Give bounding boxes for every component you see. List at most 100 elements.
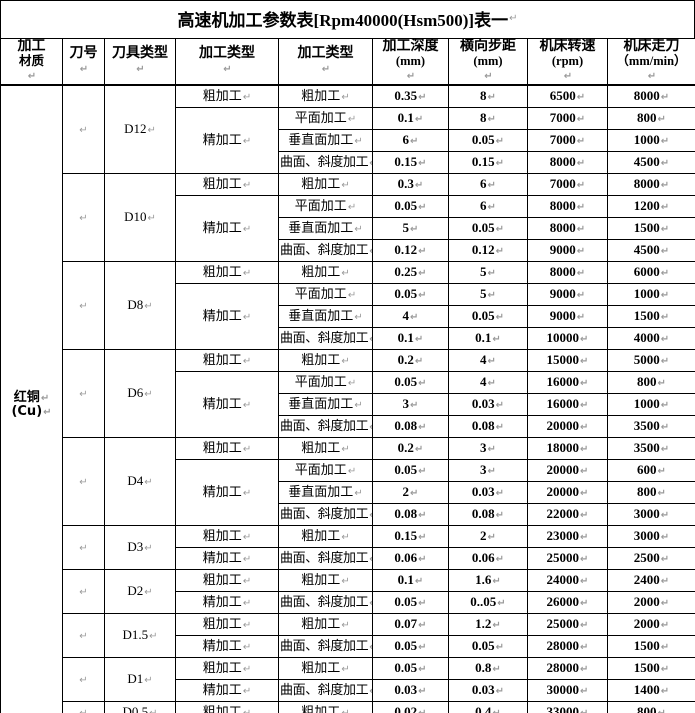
pilcrow-mark: ↵ bbox=[576, 312, 586, 324]
feed-rate-cell: 800↵ bbox=[607, 481, 695, 505]
cut-depth-cell-text: 0.1 bbox=[397, 330, 414, 346]
step-over-cell: 5↵ bbox=[448, 283, 528, 307]
column-header-cut-depth: 加工深度 (mm) ↵ bbox=[372, 38, 449, 87]
pilcrow-mark: ↵ bbox=[369, 334, 371, 345]
step-over-cell: 0.05↵ bbox=[448, 217, 528, 241]
pilcrow-mark: ↵ bbox=[414, 334, 424, 346]
tool-type-cell-text: D10 bbox=[124, 209, 147, 225]
cut-depth-cell-text: 0.15 bbox=[394, 154, 418, 170]
pilcrow-mark: ↵ bbox=[242, 135, 252, 147]
cut-depth-cell-text: 0.07 bbox=[394, 616, 418, 632]
step-over-cell-text: 0.05 bbox=[471, 220, 495, 236]
pilcrow-mark: ↵ bbox=[576, 180, 586, 192]
step-over-cell: 8↵ bbox=[448, 107, 528, 131]
operation-cell-text: 精加工 bbox=[202, 220, 242, 236]
cut-depth-cell-text: 0.1 bbox=[397, 572, 414, 588]
knife-number-cell: ↵ bbox=[62, 701, 105, 713]
tool-type-cell: D4↵ bbox=[104, 437, 176, 527]
operation-detail-cell-text: 粗加工 bbox=[301, 176, 341, 192]
column-header-unit: 材质 bbox=[18, 54, 44, 69]
step-over-cell-text: 0.08 bbox=[471, 506, 495, 522]
cut-depth-cell: 0.06↵ bbox=[372, 547, 449, 571]
cut-depth-cell-text: 0.08 bbox=[394, 418, 418, 434]
spindle-speed-cell: 20000↵ bbox=[527, 415, 608, 439]
feed-rate-cell: 1500↵ bbox=[607, 657, 695, 681]
feed-rate-cell: 1200↵ bbox=[607, 195, 695, 219]
pilcrow-mark: ↵ bbox=[580, 686, 589, 698]
spindle-speed-cell: 9000↵ bbox=[527, 283, 608, 307]
pilcrow-mark: ↵ bbox=[660, 356, 670, 368]
pilcrow-mark: ↵ bbox=[354, 487, 363, 499]
pilcrow-mark: ↵ bbox=[495, 312, 505, 324]
feed-rate-cell: 1000↵ bbox=[607, 393, 695, 417]
spindle-speed-cell-text: 9000 bbox=[549, 308, 576, 324]
step-over-cell-text: 4 bbox=[480, 374, 487, 390]
pilcrow-mark: ↵ bbox=[484, 71, 493, 83]
cut-depth-cell: 0.05↵ bbox=[372, 283, 449, 307]
pilcrow-mark: ↵ bbox=[492, 620, 501, 632]
cut-depth-cell: 0.05↵ bbox=[372, 195, 449, 219]
operation-cell: 粗加工↵ bbox=[175, 261, 279, 285]
pilcrow-mark: ↵ bbox=[347, 377, 357, 389]
pilcrow-mark: ↵ bbox=[576, 268, 586, 280]
operation-cell: 粗加工↵ bbox=[175, 349, 279, 373]
step-over-cell-text: 0.1 bbox=[475, 330, 492, 346]
tool-type-cell: D0.5↵ bbox=[104, 701, 176, 713]
pilcrow-mark: ↵ bbox=[660, 554, 670, 566]
step-over-cell-text: 0.03 bbox=[471, 484, 495, 500]
feed-rate-cell-text: 8000 bbox=[633, 88, 660, 104]
pilcrow-mark: ↵ bbox=[242, 641, 252, 653]
tool-type-cell-text: D6 bbox=[127, 385, 144, 401]
step-over-cell: 0.05↵ bbox=[448, 305, 528, 329]
feed-rate-cell-text: 800 bbox=[637, 374, 657, 390]
cut-depth-cell-text: 0.15 bbox=[394, 528, 418, 544]
step-over-cell: 0.15↵ bbox=[448, 151, 528, 175]
column-header-line1: 加工 bbox=[17, 39, 46, 54]
pilcrow-mark: ↵ bbox=[576, 246, 586, 258]
column-header-step-over: 横向步距 (mm) ↵ bbox=[448, 38, 528, 87]
pilcrow-mark: ↵ bbox=[660, 422, 670, 434]
pilcrow-mark: ↵ bbox=[79, 301, 88, 313]
operation-detail-cell-text: 粗加工 bbox=[301, 352, 341, 368]
spindle-speed-cell: 33000↵ bbox=[527, 701, 608, 713]
operation-detail-cell-text: 粗加工 bbox=[301, 572, 341, 588]
pilcrow-mark: ↵ bbox=[660, 400, 670, 412]
step-over-cell-text: 0.05 bbox=[471, 308, 495, 324]
cut-depth-cell: 0.15↵ bbox=[372, 525, 449, 549]
pilcrow-mark: ↵ bbox=[410, 224, 419, 236]
pilcrow-mark: ↵ bbox=[580, 576, 589, 588]
pilcrow-mark: ↵ bbox=[487, 532, 496, 544]
operation-detail-cell: 垂直面加工↵ bbox=[278, 217, 373, 241]
operation-detail-cell-text: 粗加工 bbox=[301, 616, 341, 632]
spindle-speed-cell: 26000↵ bbox=[527, 591, 608, 615]
feed-rate-cell: 1000↵ bbox=[607, 283, 695, 307]
pilcrow-mark: ↵ bbox=[418, 708, 426, 713]
pilcrow-mark: ↵ bbox=[369, 642, 371, 653]
pilcrow-mark: ↵ bbox=[43, 406, 52, 418]
cut-depth-cell: 0.12↵ bbox=[372, 239, 449, 263]
pilcrow-mark: ↵ bbox=[418, 510, 427, 522]
cut-depth-cell: 0.25↵ bbox=[372, 261, 449, 285]
pilcrow-mark: ↵ bbox=[660, 664, 670, 676]
operation-cell-text: 精加工 bbox=[202, 396, 242, 412]
operation-detail-cell: 曲面、斜度加工↵ bbox=[278, 327, 373, 351]
spindle-speed-cell-text: 7000 bbox=[549, 132, 576, 148]
table-row: 垂直面加工↵ 3↵ 0.03↵ 16000↵ 1000↵ bbox=[1, 393, 695, 417]
operation-cell: 精加工↵ bbox=[175, 591, 279, 615]
knife-number-cell: ↵ bbox=[62, 569, 105, 615]
operation-detail-cell-text: 平面加工 bbox=[294, 462, 347, 478]
pilcrow-mark: ↵ bbox=[242, 223, 252, 235]
operation-detail-cell-text: 粗加工 bbox=[301, 264, 341, 280]
feed-rate-cell: 6000↵ bbox=[607, 261, 695, 285]
operation-cell-text: 精加工 bbox=[202, 550, 242, 566]
feed-rate-cell: 1500↵ bbox=[607, 217, 695, 241]
pilcrow-mark: ↵ bbox=[580, 444, 589, 456]
cut-depth-cell-text: 3 bbox=[402, 396, 410, 412]
spindle-speed-cell-text: 8000 bbox=[549, 154, 576, 170]
operation-detail-cell: 粗加工↵ bbox=[278, 701, 373, 713]
pilcrow-mark: ↵ bbox=[580, 620, 589, 632]
tool-type-cell: D6↵ bbox=[104, 349, 176, 439]
operation-detail-cell-text: 曲面、斜度加工 bbox=[280, 242, 369, 258]
step-over-cell-text: 1.6 bbox=[475, 572, 492, 588]
